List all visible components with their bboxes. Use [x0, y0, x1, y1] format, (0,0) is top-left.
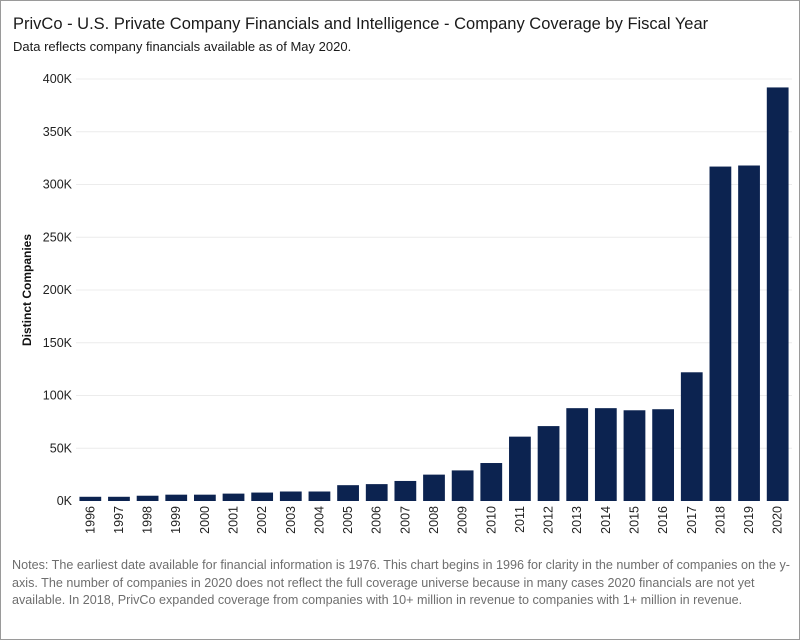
bar-2007: [394, 480, 417, 501]
x-tick-label: 2017: [685, 506, 699, 534]
bar-2014: [594, 408, 617, 501]
bar-2020: [766, 87, 789, 501]
bar-1996: [79, 496, 102, 501]
bar-2015: [623, 410, 646, 501]
x-tick-label: 2011: [513, 506, 527, 533]
x-tick-label: 2000: [198, 506, 212, 534]
bar-2008: [423, 474, 445, 501]
bar-2000: [193, 494, 216, 501]
x-tick-label: 2015: [627, 506, 641, 534]
bar-2005: [337, 485, 359, 501]
bar-2017: [680, 372, 703, 501]
y-tick-label: 200K: [43, 283, 73, 297]
bar-2018: [709, 166, 732, 501]
bar-2001: [222, 493, 245, 501]
y-tick-label: 50K: [50, 441, 73, 455]
bar-2004: [308, 491, 331, 501]
x-tick-label: 2014: [599, 506, 613, 534]
x-tick-label: 2020: [771, 506, 785, 534]
y-tick-label: 100K: [43, 389, 73, 403]
bar-chart: 0K 50K 100K 150K 200K 250K 300K 350K 400K Distinc…: [20, 72, 792, 534]
x-tick-label: 2010: [484, 506, 498, 534]
bar-2019: [738, 165, 760, 501]
bar-2009: [451, 470, 474, 501]
y-tick-label: 0K: [57, 494, 73, 508]
bar-2012: [537, 426, 560, 501]
x-tick-label: 2005: [341, 506, 355, 534]
bar-1997: [108, 496, 130, 501]
x-tick-label: 2003: [284, 506, 298, 534]
x-tick-label: 2012: [542, 506, 556, 534]
x-tick-label: 2007: [398, 506, 412, 534]
y-tick-label: 350K: [43, 125, 73, 139]
chart-subtitle: Data reflects company financials availab…: [13, 39, 352, 54]
x-tick-label: 2004: [312, 506, 326, 534]
x-tick-label: 2009: [456, 506, 470, 534]
y-tick-label: 300K: [43, 178, 73, 192]
bar-1998: [136, 495, 159, 501]
x-tick-label: 2006: [370, 506, 384, 534]
y-tick-label: 400K: [43, 72, 73, 86]
y-tick-label: 250K: [43, 230, 73, 244]
bar-2011: [509, 436, 531, 501]
y-tick-label: 150K: [43, 336, 73, 350]
x-tick-label: 1996: [83, 506, 97, 534]
x-tick-label: 2018: [713, 506, 727, 534]
bar-2006: [365, 484, 388, 501]
x-tick-label: 1998: [141, 506, 155, 534]
y-axis-title: Distinct Companies: [20, 234, 34, 346]
chart-title: PrivCo - U.S. Private Company Financials…: [13, 15, 709, 33]
x-tick-label: 1997: [112, 506, 126, 534]
chart-notes: Notes: The earliest date available for f…: [12, 558, 790, 607]
x-tick-label: 2019: [742, 506, 756, 534]
bar-2013: [566, 408, 589, 501]
bar-2010: [480, 463, 503, 501]
bar-2003: [279, 491, 302, 501]
x-tick-label: 1999: [169, 506, 183, 534]
x-tick-label: 2016: [656, 506, 670, 534]
bar-2002: [251, 492, 274, 501]
bar-2016: [652, 409, 675, 501]
x-tick-label: 2001: [227, 506, 241, 534]
x-tick-label: 2008: [427, 506, 441, 534]
bar-1999: [165, 494, 188, 501]
x-tick-label: 2002: [255, 506, 269, 534]
x-tick-label: 2013: [570, 506, 584, 534]
